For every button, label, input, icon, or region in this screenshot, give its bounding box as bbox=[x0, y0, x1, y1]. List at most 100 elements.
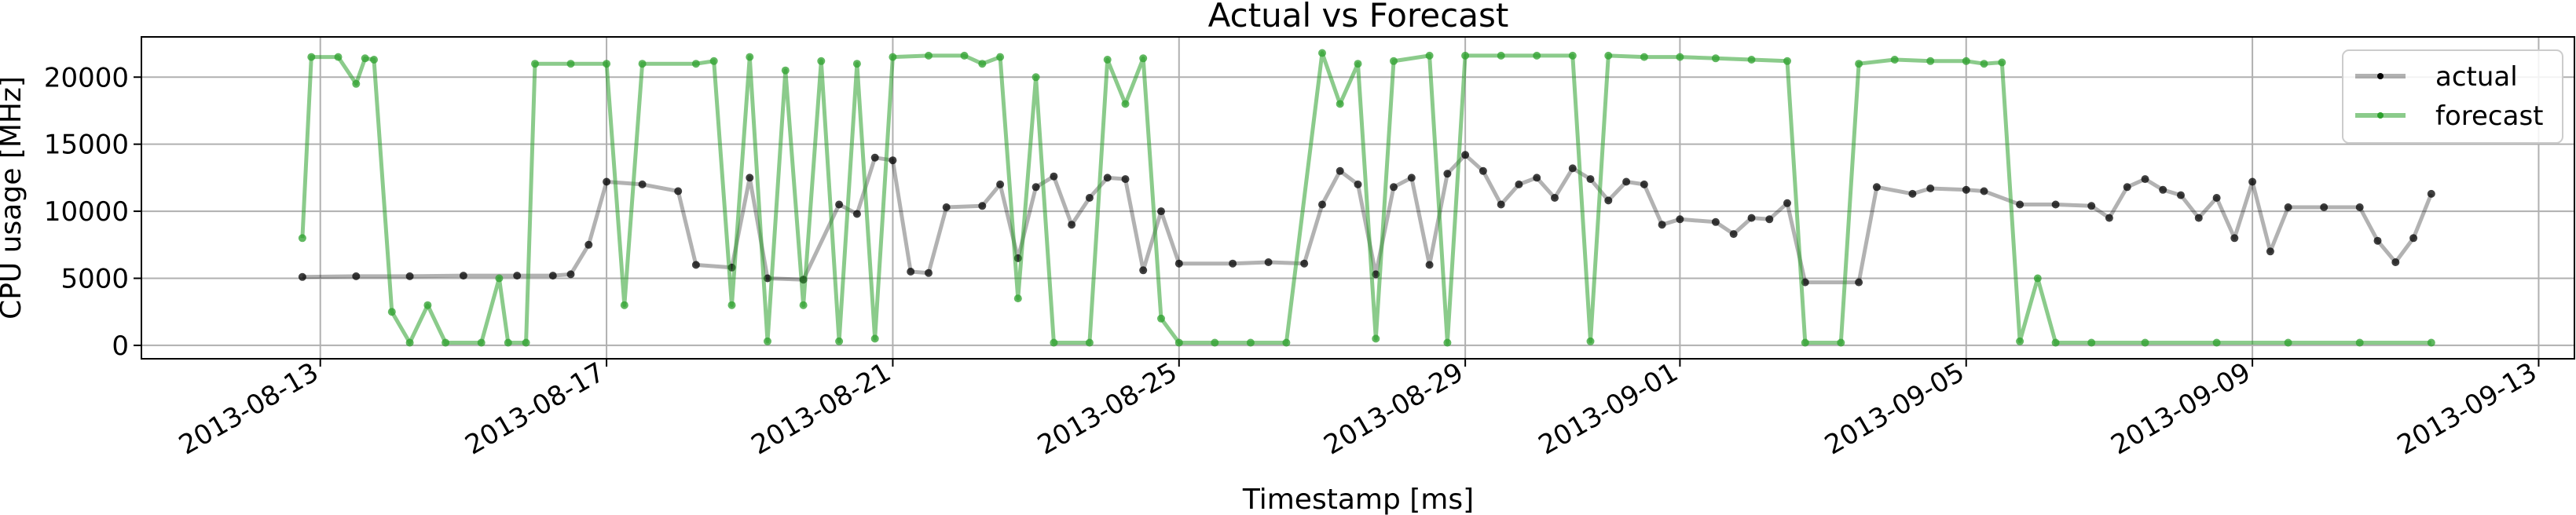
data-point-actual bbox=[1139, 266, 1148, 275]
data-point-actual bbox=[459, 272, 467, 280]
plot-frame bbox=[141, 36, 2575, 360]
data-point-actual bbox=[2284, 203, 2292, 211]
data-point-forecast bbox=[960, 51, 969, 60]
y-ticks: 0 5000 10000 15000 20000 bbox=[44, 62, 141, 362]
data-point-forecast bbox=[1926, 57, 1935, 65]
data-point-forecast bbox=[746, 53, 754, 61]
data-point-actual bbox=[603, 177, 611, 186]
x-tick-label: 2013-09-05 bbox=[1819, 356, 1970, 461]
data-point-actual bbox=[1372, 270, 1380, 279]
data-point-actual bbox=[1980, 187, 1988, 195]
x-tick-label: 2013-09-09 bbox=[2105, 356, 2255, 461]
data-point-forecast bbox=[495, 274, 504, 283]
data-point-forecast bbox=[361, 54, 369, 63]
data-point-forecast bbox=[370, 56, 378, 64]
data-point-forecast bbox=[1282, 338, 1291, 347]
data-point-actual bbox=[1551, 194, 1559, 202]
data-point-forecast bbox=[835, 337, 844, 345]
data-point-actual bbox=[2248, 177, 2257, 186]
data-point-forecast bbox=[334, 53, 343, 61]
data-point-forecast bbox=[387, 308, 396, 316]
data-point-actual bbox=[2320, 203, 2329, 211]
data-point-actual bbox=[978, 202, 987, 210]
data-point-forecast bbox=[781, 66, 790, 75]
data-point-actual bbox=[1121, 175, 1130, 184]
y-tick-label: 20000 bbox=[44, 62, 129, 93]
data-point-forecast bbox=[477, 338, 486, 347]
y-tick-label: 5000 bbox=[60, 264, 129, 295]
data-point-actual bbox=[691, 261, 700, 269]
series-forecast bbox=[298, 49, 2435, 347]
data-point-actual bbox=[1872, 183, 1881, 192]
data-point-actual bbox=[1962, 185, 1970, 194]
data-point-forecast bbox=[1497, 51, 1505, 60]
data-point-forecast bbox=[1085, 338, 1094, 347]
data-point-actual bbox=[1443, 170, 1452, 178]
data-point-actual bbox=[352, 272, 361, 280]
data-point-actual bbox=[1568, 164, 1577, 173]
data-point-forecast bbox=[1443, 338, 1452, 347]
data-point-actual bbox=[2212, 194, 2221, 202]
data-point-actual bbox=[1729, 230, 1738, 239]
data-point-actual bbox=[1425, 261, 1434, 269]
data-point-forecast bbox=[1139, 54, 1148, 63]
data-point-actual bbox=[2087, 202, 2096, 210]
data-point-forecast bbox=[566, 60, 575, 68]
data-point-forecast bbox=[2284, 338, 2292, 347]
data-point-forecast bbox=[764, 337, 771, 345]
data-point-actual bbox=[889, 156, 897, 165]
data-point-forecast bbox=[1174, 338, 1183, 347]
x-tick-label: 2013-09-13 bbox=[2392, 356, 2542, 461]
data-point-forecast bbox=[1747, 56, 1756, 64]
data-point-forecast bbox=[1121, 100, 1130, 108]
data-point-forecast bbox=[691, 60, 700, 68]
data-point-actual bbox=[1515, 180, 1523, 188]
data-point-forecast bbox=[1890, 56, 1899, 64]
data-point-forecast bbox=[307, 53, 316, 61]
data-point-actual bbox=[835, 200, 844, 209]
data-point-actual bbox=[298, 272, 306, 281]
data-point-actual bbox=[1640, 180, 1648, 188]
data-point-forecast bbox=[405, 338, 414, 347]
data-point-actual bbox=[2409, 234, 2418, 243]
data-point-actual bbox=[1318, 200, 1326, 209]
data-point-actual bbox=[1300, 259, 1309, 268]
data-point-forecast bbox=[1211, 338, 1219, 347]
data-point-forecast bbox=[1837, 338, 1845, 347]
data-point-actual bbox=[1479, 166, 1487, 175]
data-point-actual bbox=[1497, 200, 1505, 209]
data-point-forecast bbox=[1962, 57, 1970, 65]
data-point-forecast bbox=[2033, 274, 2042, 283]
data-point-actual bbox=[1031, 183, 1040, 192]
data-point-forecast bbox=[709, 57, 718, 65]
data-point-forecast bbox=[1246, 338, 1255, 347]
data-point-forecast bbox=[996, 53, 1005, 61]
data-point-forecast bbox=[638, 60, 647, 68]
legend-box bbox=[2342, 49, 2563, 144]
data-point-forecast bbox=[1533, 51, 1541, 60]
data-point-actual bbox=[584, 240, 593, 249]
y-tick-label: 0 bbox=[112, 331, 129, 362]
data-point-forecast bbox=[1336, 100, 1344, 108]
x-tick-label: 2013-08-21 bbox=[746, 356, 896, 461]
data-point-forecast bbox=[1711, 54, 1720, 63]
data-point-forecast bbox=[817, 57, 826, 65]
data-point-actual bbox=[1390, 183, 1398, 192]
data-point-actual bbox=[674, 187, 683, 195]
data-point-forecast bbox=[1801, 338, 1809, 347]
data-point-actual bbox=[942, 203, 951, 211]
data-point-forecast bbox=[1372, 334, 1380, 343]
y-axis-label: CPU usage [MHz] bbox=[0, 76, 27, 320]
data-point-forecast bbox=[298, 234, 306, 243]
data-point-actual bbox=[1533, 173, 1541, 182]
data-point-forecast bbox=[1998, 58, 2006, 67]
data-point-forecast bbox=[1318, 49, 1326, 57]
data-point-actual bbox=[1103, 173, 1112, 182]
legend-forecast-label: forecast bbox=[2435, 100, 2544, 132]
data-point-forecast bbox=[1676, 53, 1684, 61]
data-point-forecast bbox=[1568, 51, 1577, 60]
data-point-actual bbox=[870, 153, 879, 162]
data-point-forecast bbox=[2355, 338, 2364, 347]
data-point-actual bbox=[2141, 175, 2149, 184]
data-point-forecast bbox=[870, 334, 879, 343]
